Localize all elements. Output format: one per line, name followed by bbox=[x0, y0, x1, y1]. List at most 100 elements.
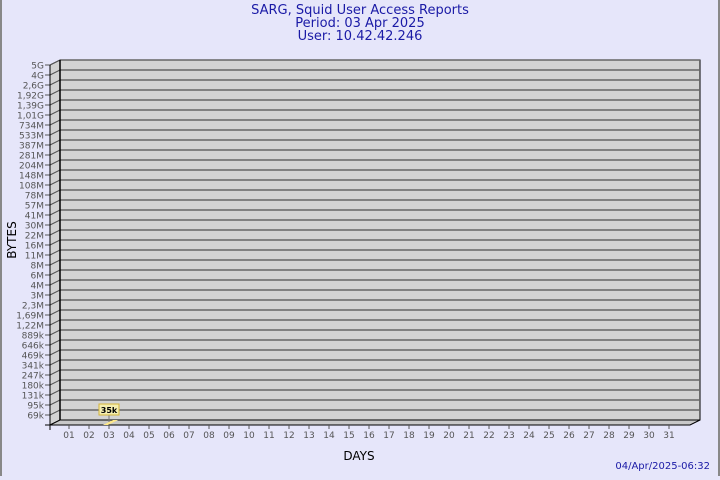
gridline-side bbox=[49, 69, 61, 76]
gridline-side bbox=[49, 339, 61, 346]
gridline-side bbox=[49, 329, 61, 336]
gridline-side bbox=[49, 149, 61, 156]
x-tick-label: 19 bbox=[423, 431, 435, 441]
gridline-side bbox=[49, 399, 61, 406]
chart-period: Period: 03 Apr 2025 bbox=[295, 16, 425, 31]
y-tick-label: 57M bbox=[25, 202, 44, 212]
y-tick-label: 41M bbox=[25, 212, 44, 222]
chart-title: SARG, Squid User Access Reports bbox=[251, 3, 469, 18]
x-tick-label: 27 bbox=[583, 431, 594, 441]
bar-label-box bbox=[98, 403, 120, 416]
floor bbox=[49, 419, 701, 426]
y-tick-label: 387M bbox=[19, 142, 44, 152]
x-tick-label: 01 bbox=[63, 431, 74, 441]
y-tick-label: 8M bbox=[31, 262, 45, 272]
y-tick-label: 1,92G bbox=[17, 92, 44, 102]
x-tick-label: 04 bbox=[123, 431, 135, 441]
gridline-side bbox=[49, 239, 61, 246]
y-tick-label: 148M bbox=[19, 172, 44, 182]
bar-day-03 bbox=[103, 420, 118, 425]
gridline-side bbox=[49, 299, 61, 306]
y-tick-label: 1,22M bbox=[16, 322, 44, 332]
x-tick-label: 02 bbox=[83, 431, 94, 441]
y-tick-label: 204M bbox=[19, 162, 44, 172]
x-tick-label: 08 bbox=[203, 431, 215, 441]
gridline-side bbox=[49, 289, 61, 296]
gridline-side bbox=[49, 109, 61, 116]
x-tick-label: 25 bbox=[543, 431, 554, 441]
y-tick-label: 11M bbox=[25, 252, 44, 262]
gridline-side bbox=[49, 229, 61, 236]
gridline-side bbox=[49, 139, 61, 146]
x-tick-label: 28 bbox=[603, 431, 615, 441]
y-tick-label: 646k bbox=[22, 342, 45, 352]
y-tick-label: 4M bbox=[31, 282, 45, 292]
x-tick-label: 21 bbox=[463, 431, 474, 441]
gridline-side bbox=[49, 309, 61, 316]
x-tick-label: 18 bbox=[403, 431, 415, 441]
x-tick-label: 09 bbox=[223, 431, 235, 441]
y-tick-label: 1,01G bbox=[17, 112, 44, 122]
y-tick-label: 2,3M bbox=[22, 302, 44, 312]
gridline-side bbox=[49, 59, 61, 66]
bar-label: 35k bbox=[101, 406, 118, 415]
x-tick-label: 23 bbox=[503, 431, 514, 441]
y-tick-label: 2,6G bbox=[23, 82, 44, 92]
x-tick-label: 11 bbox=[263, 431, 274, 441]
x-tick-label: 15 bbox=[343, 431, 354, 441]
x-tick-label: 29 bbox=[623, 431, 635, 441]
y-tick-label: 108M bbox=[19, 182, 44, 192]
gridline-side bbox=[49, 179, 61, 186]
y-tick-label: 95k bbox=[27, 402, 44, 412]
gridline-side bbox=[49, 79, 61, 86]
gridline-side bbox=[49, 409, 61, 416]
y-tick-label: 180k bbox=[22, 382, 45, 392]
x-tick-label: 31 bbox=[663, 431, 674, 441]
gridline-side bbox=[49, 379, 61, 386]
y-tick-label: 6M bbox=[31, 272, 45, 282]
y-tick-label: 3M bbox=[31, 292, 45, 302]
gridline-side bbox=[49, 249, 61, 256]
gridline-side bbox=[49, 119, 61, 126]
y-tick-label: 16M bbox=[25, 242, 44, 252]
gridline-side bbox=[49, 89, 61, 96]
x-tick-label: 30 bbox=[643, 431, 655, 441]
y-tick-label: 341k bbox=[22, 362, 45, 372]
gridline-side bbox=[49, 209, 61, 216]
y-tick-label: 247k bbox=[22, 372, 45, 382]
gridline-side bbox=[49, 269, 61, 276]
gridline-side bbox=[49, 159, 61, 166]
y-tick-label: 78M bbox=[25, 192, 44, 202]
gridline-side bbox=[49, 169, 61, 176]
gridline-side bbox=[49, 189, 61, 196]
chart-user: User: 10.42.42.246 bbox=[297, 29, 423, 44]
x-tick-label: 05 bbox=[143, 431, 154, 441]
y-axis-title: BYTES bbox=[5, 221, 19, 258]
y-tick-label: 69k bbox=[27, 412, 44, 422]
x-tick-label: 03 bbox=[103, 431, 114, 441]
y-tick-label: 1,69M bbox=[16, 312, 44, 322]
x-tick-label: 13 bbox=[303, 431, 314, 441]
y-tick-label: 5G bbox=[31, 62, 44, 72]
y-tick-label: 1,39G bbox=[17, 102, 44, 112]
timestamp: 04/Apr/2025-06:32 bbox=[615, 461, 710, 472]
x-tick-label: 17 bbox=[383, 431, 394, 441]
x-tick-label: 06 bbox=[163, 431, 175, 441]
y-tick-label: 30M bbox=[25, 222, 44, 232]
x-tick-label: 22 bbox=[483, 431, 494, 441]
y-tick-label: 469k bbox=[22, 352, 45, 362]
y-tick-label: 131k bbox=[22, 392, 45, 402]
x-tick-label: 20 bbox=[443, 431, 455, 441]
gridline-side bbox=[49, 389, 61, 396]
gridline-side bbox=[49, 359, 61, 366]
x-tick-label: 24 bbox=[523, 431, 535, 441]
x-tick-label: 14 bbox=[323, 431, 335, 441]
gridline-side bbox=[49, 349, 61, 356]
gridline-side bbox=[49, 259, 61, 266]
y-tick-label: 734M bbox=[19, 122, 44, 132]
x-tick-label: 12 bbox=[283, 431, 294, 441]
gridline-side bbox=[49, 199, 61, 206]
gridline-side bbox=[49, 99, 61, 106]
